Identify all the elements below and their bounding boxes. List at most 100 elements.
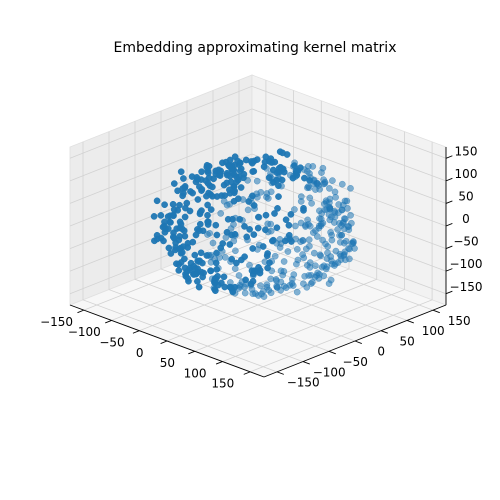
data-point [347, 184, 354, 192]
data-point [297, 193, 305, 200]
data-point [188, 173, 196, 180]
data-point [226, 241, 234, 248]
grid-line-z [69, 176, 447, 249]
data-point [203, 252, 211, 259]
data-point [255, 264, 262, 271]
data-point [280, 258, 288, 265]
data-point [274, 205, 281, 212]
data-point [330, 219, 338, 226]
data-point [235, 272, 243, 279]
z-tick [445, 268, 453, 272]
x-tick [132, 330, 140, 334]
data-point [327, 228, 334, 236]
data-point [169, 200, 177, 208]
data-point [231, 161, 238, 169]
data-point [196, 227, 203, 234]
data-point [212, 259, 220, 267]
y-tick [380, 330, 388, 334]
data-point [255, 213, 262, 221]
data-point [190, 262, 198, 270]
data-point [329, 177, 336, 184]
data-point [267, 188, 275, 196]
data-points [150, 148, 358, 300]
data-point [206, 182, 214, 190]
data-point [232, 247, 239, 255]
data-point [304, 162, 312, 170]
y-tick [276, 371, 284, 375]
grid-line-z [69, 108, 447, 182]
data-point [204, 231, 211, 238]
data-point [347, 211, 354, 219]
data-point [198, 187, 205, 194]
x-tick-label: −150 [40, 315, 73, 329]
data-point [236, 215, 244, 223]
data-point [183, 199, 191, 207]
grid-line-y [82, 141, 278, 373]
data-point [170, 180, 178, 187]
z-tick-label: −100 [450, 257, 483, 271]
data-point [293, 288, 301, 296]
data-point [306, 170, 313, 177]
data-point [175, 261, 183, 268]
data-point [349, 240, 357, 247]
data-point [327, 276, 335, 284]
data-point [230, 197, 238, 205]
data-point [284, 248, 292, 255]
data-point [299, 251, 306, 258]
x-tick-label: 0 [136, 346, 144, 360]
data-point [285, 221, 293, 229]
data-point [180, 189, 187, 197]
data-point [218, 279, 225, 287]
data-point [320, 180, 327, 188]
data-point [306, 194, 314, 202]
data-point [220, 273, 228, 281]
data-point [253, 156, 261, 163]
data-point [340, 239, 348, 247]
data-point [245, 198, 253, 205]
data-point [195, 283, 203, 291]
data-point [259, 243, 267, 250]
z-tick-label: 100 [455, 167, 478, 181]
y-tick-label: −150 [287, 376, 320, 390]
data-point [170, 212, 177, 220]
data-point [248, 267, 256, 275]
data-point [207, 206, 215, 213]
data-point [236, 159, 244, 167]
data-point [237, 184, 245, 191]
data-point [157, 212, 165, 219]
data-point [315, 222, 323, 230]
data-point [301, 174, 308, 182]
data-point [191, 251, 199, 259]
data-point [247, 280, 255, 288]
grid-line-z [69, 85, 447, 159]
data-point [272, 276, 280, 283]
y-tick-label: 50 [400, 334, 415, 348]
y-tick [432, 309, 440, 314]
data-point [249, 192, 256, 200]
data-point [196, 220, 204, 228]
data-point [174, 187, 181, 195]
data-point [276, 244, 284, 251]
data-point [266, 259, 273, 267]
data-point [254, 224, 262, 232]
data-point [259, 287, 267, 295]
y-tick [354, 340, 362, 344]
data-point [194, 176, 201, 183]
data-point [318, 169, 325, 176]
data-point [212, 221, 220, 229]
grid-line-z [69, 221, 447, 295]
x-tick-label: 50 [160, 356, 175, 370]
z-tick [445, 245, 453, 249]
data-point [167, 250, 175, 257]
data-point [310, 249, 318, 257]
data-point [240, 174, 247, 182]
grid-line-x [249, 141, 433, 373]
grid-line-y [212, 90, 408, 321]
grid-line-z [69, 130, 447, 204]
x-tick [105, 320, 112, 324]
data-point [209, 239, 217, 247]
data-point [167, 219, 174, 226]
data-point [244, 206, 252, 214]
y-tick-label: −50 [343, 355, 368, 369]
data-point [205, 162, 213, 170]
